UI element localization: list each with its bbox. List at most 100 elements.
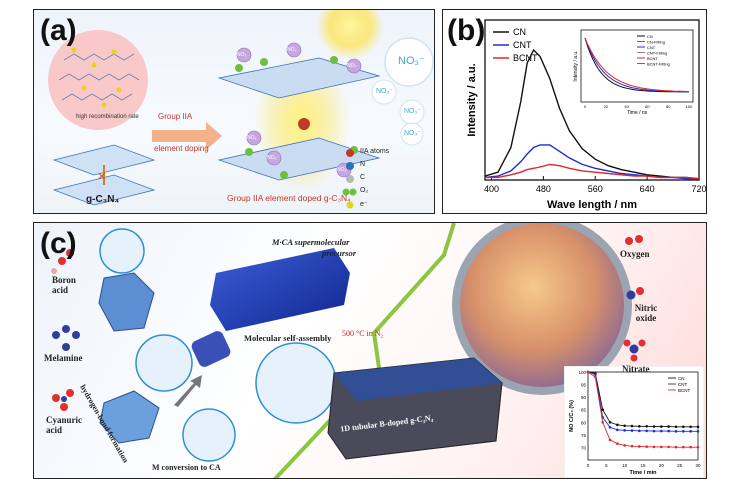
y-tick-label: 95 — [581, 383, 587, 388]
data-point — [696, 445, 700, 449]
species-label-oxygen: Oxygen — [620, 249, 650, 259]
legend-label: BCNT — [678, 388, 691, 393]
panel-a: ✕ (a) hi — [33, 9, 435, 214]
precursor-prism — [210, 248, 350, 331]
y-tick-label: 90 — [581, 395, 587, 400]
svg-text:✕: ✕ — [97, 171, 106, 183]
arrow-text-line2: element doping — [154, 144, 209, 153]
species-label-nitrate: Nitrate — [622, 364, 650, 374]
inset-x-tick-label: 100 — [686, 104, 693, 109]
data-point — [594, 373, 597, 376]
data-point — [660, 425, 663, 428]
data-point — [660, 445, 663, 449]
data-point — [674, 445, 678, 449]
data-point — [623, 424, 626, 428]
species-label-nitric-oxide: Nitric oxide — [634, 303, 658, 323]
molecule-bubble — [99, 228, 145, 274]
data-point — [623, 444, 626, 447]
inset-x-tick-label: 40 — [624, 104, 629, 109]
x-tick-label: 720 — [691, 184, 706, 194]
data-point — [652, 445, 656, 449]
inset-legend-label: CN — [647, 34, 653, 39]
temperature-label: 500 °C in N₂ — [342, 329, 384, 338]
data-point — [652, 429, 656, 433]
data-point — [696, 430, 700, 433]
m-conversion-label: M conversion to CA — [152, 463, 221, 472]
x-tick-label: 0 — [587, 463, 590, 468]
data-point — [638, 425, 641, 428]
inset-legend-label: BCNT-Fitting — [647, 62, 670, 67]
data-point — [616, 423, 619, 427]
self-assembly-coil — [191, 331, 231, 367]
series-line-bcnt — [485, 163, 700, 180]
x-tick-label: 25 — [677, 463, 683, 468]
inset-legend-label: CNT — [647, 45, 656, 50]
magnifier-lens — [452, 223, 632, 395]
inset-x-tick-label: 80 — [666, 104, 671, 109]
molecule-bubble — [255, 342, 337, 424]
no3-small-label-1: NO₃⁻ — [376, 88, 394, 95]
molecule-label: NO₃ — [267, 155, 277, 161]
series-line-cn — [587, 371, 698, 428]
no3-small-label-3: NO₃⁻ — [404, 130, 422, 137]
inset-x-tick-label: 60 — [645, 104, 650, 109]
y-axis-label: NO C/C₀ (%) — [569, 400, 575, 432]
x-tick-label: 640 — [640, 184, 655, 194]
data-point — [608, 426, 612, 429]
molecule-label: NO₃ — [237, 52, 247, 58]
inset-legend-label: CN-Fitting — [647, 40, 665, 45]
molecule-label: NO₃ — [287, 47, 297, 53]
arrow-text-line1: Group IIA — [158, 112, 193, 121]
panel-a-label: (a) — [40, 14, 77, 47]
data-point — [616, 442, 619, 445]
crystal-1 — [98, 272, 155, 332]
boron-acid-molecule — [51, 249, 74, 274]
x-tick-label: 5 — [605, 463, 608, 468]
x-tick-label: 560 — [588, 184, 603, 194]
inset-x-tick-label: 0 — [584, 104, 587, 109]
molecule-bubble — [182, 408, 236, 462]
no-chart-bg — [564, 366, 704, 478]
panel-c-label: (c) — [40, 227, 77, 260]
precursor-label-2: precursor — [322, 248, 357, 258]
data-point — [630, 444, 634, 448]
x-tick-label: 20 — [659, 463, 665, 468]
data-point — [645, 445, 648, 448]
series-line-cn — [484, 48, 700, 180]
data-point — [689, 445, 692, 449]
panel-a-illustration: ✕ — [48, 10, 434, 209]
legend-label: e⁻ — [360, 201, 368, 208]
data-point — [667, 429, 670, 433]
data-point — [689, 425, 692, 429]
inset-decay-curve — [584, 37, 689, 92]
panel-c: 70 75 80 85 90 95 100 0 5 10 15 20 25 30 Time / min NO … — [33, 222, 707, 479]
data-point — [682, 445, 685, 449]
legend-label: C — [360, 174, 366, 181]
data-point — [696, 425, 700, 429]
data-point — [630, 429, 634, 432]
data-point — [594, 375, 597, 379]
x-tick-label: 400 — [484, 184, 499, 194]
data-point — [601, 420, 604, 424]
data-point — [623, 429, 626, 432]
molecule-label: NO₃ — [337, 167, 347, 173]
melamine-molecule — [52, 325, 80, 351]
data-point — [674, 425, 678, 429]
legend-label: IIA atoms — [360, 148, 390, 155]
x-tick-label: 10 — [622, 463, 628, 468]
inset-x-tick-label: 20 — [604, 104, 609, 109]
legend-label: O₂ — [360, 187, 369, 194]
legend-label: BCNT — [513, 53, 538, 63]
data-point — [652, 425, 656, 428]
nitric-oxide-icon — [626, 287, 644, 300]
molecule-label: NO₃ — [347, 63, 357, 69]
data-point — [667, 425, 670, 428]
data-point — [682, 425, 685, 429]
doped-caption: Group IIA element doped g-C₃N₄ — [227, 193, 351, 203]
no3-small-label-2: NO₃⁻ — [404, 108, 422, 115]
legend-label: CN — [513, 27, 526, 37]
precursor-label-1: M·CA supermolecular — [272, 237, 350, 247]
data-point — [682, 430, 685, 433]
x-tick-label: 15 — [640, 463, 646, 468]
